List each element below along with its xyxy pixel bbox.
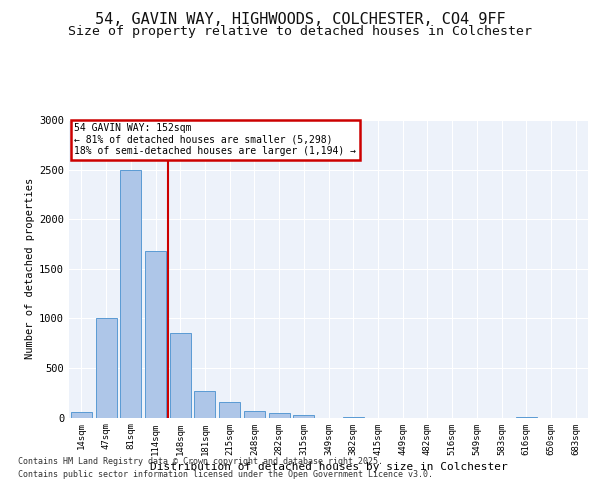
Bar	[194, 390, 215, 417]
Text: Size of property relative to detached houses in Colchester: Size of property relative to detached ho…	[68, 25, 532, 38]
X-axis label: Distribution of detached houses by size in Colchester: Distribution of detached houses by size …	[149, 462, 508, 471]
Bar	[516, 416, 537, 418]
Text: Contains public sector information licensed under the Open Government Licence v3: Contains public sector information licen…	[18, 470, 433, 479]
Bar	[95, 318, 116, 418]
Bar	[120, 170, 141, 418]
Bar	[219, 402, 240, 417]
Y-axis label: Number of detached properties: Number of detached properties	[25, 178, 35, 360]
Bar	[145, 251, 166, 418]
Text: 54, GAVIN WAY, HIGHWOODS, COLCHESTER, CO4 9FF: 54, GAVIN WAY, HIGHWOODS, COLCHESTER, CO…	[95, 12, 505, 28]
Bar	[244, 410, 265, 418]
Bar	[293, 414, 314, 418]
Bar	[343, 416, 364, 418]
Text: 54 GAVIN WAY: 152sqm
← 81% of detached houses are smaller (5,298)
18% of semi-de: 54 GAVIN WAY: 152sqm ← 81% of detached h…	[74, 123, 356, 156]
Bar	[170, 333, 191, 417]
Bar	[269, 412, 290, 418]
Text: Contains HM Land Registry data © Crown copyright and database right 2025.: Contains HM Land Registry data © Crown c…	[18, 458, 383, 466]
Bar	[71, 412, 92, 418]
